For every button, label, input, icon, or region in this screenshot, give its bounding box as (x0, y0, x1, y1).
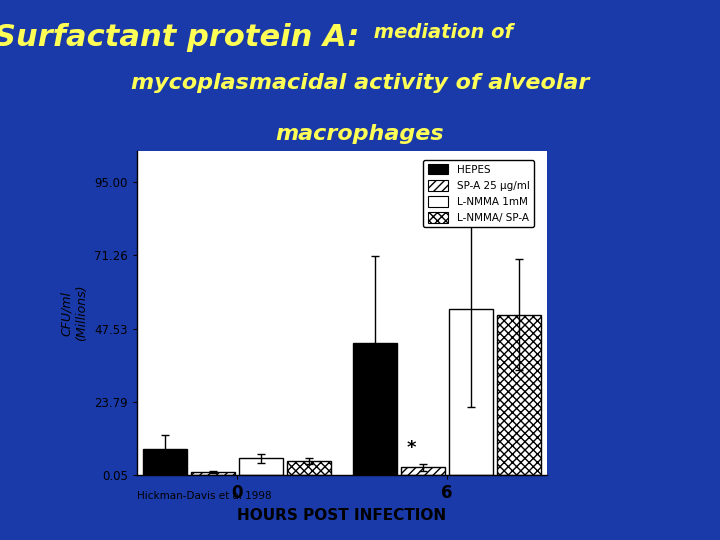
Text: Hickman-Davis et al 1998: Hickman-Davis et al 1998 (137, 491, 271, 502)
Bar (192, 472, 235, 475)
Bar (239, 458, 283, 475)
Text: mycoplasmacidal activity of alveolar: mycoplasmacidal activity of alveolar (131, 72, 589, 92)
Text: Surfactant protein A:: Surfactant protein A: (0, 23, 360, 52)
Bar (287, 461, 330, 475)
Text: macrophages: macrophages (276, 124, 444, 144)
Text: *: * (407, 438, 416, 457)
Legend: HEPES, SP-A 25 μg/ml, L-NMMA 1mM, L-NMMA/ SP-A: HEPES, SP-A 25 μg/ml, L-NMMA 1mM, L-NMMA… (423, 160, 534, 227)
Bar (401, 468, 445, 475)
X-axis label: HOURS POST INFECTION: HOURS POST INFECTION (238, 508, 446, 523)
Text: mediation of: mediation of (367, 23, 513, 42)
Bar (497, 315, 541, 475)
Bar (354, 342, 397, 475)
Y-axis label: CFU/ml
(Millions): CFU/ml (Millions) (60, 285, 89, 341)
Bar (143, 449, 187, 475)
Bar (449, 308, 492, 475)
